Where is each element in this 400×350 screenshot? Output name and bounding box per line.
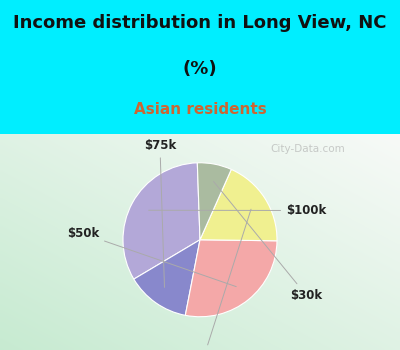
Text: Income distribution in Long View, NC: Income distribution in Long View, NC (13, 14, 387, 32)
Text: $75k: $75k (144, 139, 176, 287)
Text: City-Data.com: City-Data.com (271, 144, 345, 154)
Wedge shape (123, 163, 200, 279)
Text: $50k: $50k (67, 227, 236, 287)
Wedge shape (197, 163, 231, 240)
Wedge shape (200, 169, 277, 241)
Wedge shape (185, 240, 277, 317)
Text: $150k: $150k (184, 209, 251, 350)
Wedge shape (134, 240, 200, 315)
Text: $30k: $30k (214, 181, 322, 302)
Text: (%): (%) (183, 60, 217, 77)
Text: Asian residents: Asian residents (134, 102, 266, 117)
Text: $100k: $100k (149, 204, 326, 217)
